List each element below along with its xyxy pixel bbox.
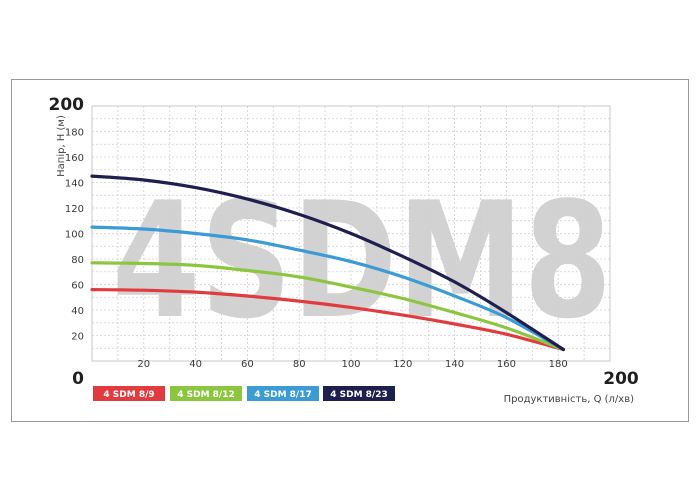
y-tick-label: 120 (65, 204, 84, 215)
x-tick-label: 120 (393, 359, 412, 370)
y-tick-label: 140 (65, 179, 84, 190)
legend-swatch (93, 386, 165, 401)
y-tick-label: 20 (71, 332, 84, 343)
legend-item-4: 4 SDM 8/23 (323, 386, 395, 401)
x-tick-label: 20 (137, 359, 150, 370)
legend-label: 4 SDM 8/23 (330, 390, 388, 400)
x-tick-label: 40 (189, 359, 202, 370)
legend-swatch (170, 386, 242, 401)
origin-label: 0 (72, 369, 84, 389)
x-tick-label: 140 (445, 359, 464, 370)
x-tick-label: 160 (497, 359, 516, 370)
legend-item-1: 4 SDM 8/9 (93, 386, 165, 401)
legend-swatch (323, 386, 395, 401)
x-tick-label: 180 (549, 359, 568, 370)
legend-item-2: 4 SDM 8/12 (170, 386, 242, 401)
y-tick-label: 100 (65, 230, 84, 241)
series-line-2 (90, 261, 565, 352)
x-max-label: 200 (603, 369, 639, 389)
y-max-label: 200 (49, 95, 85, 115)
x-tick-label: 60 (241, 359, 254, 370)
y-tick-label: 40 (71, 306, 84, 317)
y-tick-label: 80 (71, 255, 84, 266)
x-axis-title: Продуктивність, Q (л/хв) (504, 393, 634, 405)
chart-frame (11, 79, 689, 422)
series-line-4 (90, 174, 565, 352)
legend-item-3: 4 SDM 8/17 (247, 386, 319, 401)
y-tick-label: 180 (65, 128, 84, 139)
legend-label: 4 SDM 8/12 (177, 390, 235, 400)
legend-label: 4 SDM 8/9 (103, 390, 154, 400)
legend-label: 4 SDM 8/17 (254, 390, 312, 400)
y-tick-label: 60 (71, 281, 84, 292)
series-line-1 (90, 288, 565, 352)
x-tick-label: 100 (341, 359, 360, 370)
y-axis-title: Напір, Н (м) (55, 115, 67, 177)
y-tick-label: 160 (65, 153, 84, 164)
series-line-3 (90, 225, 565, 352)
x-tick-label: 80 (293, 359, 306, 370)
legend-swatch (247, 386, 319, 401)
